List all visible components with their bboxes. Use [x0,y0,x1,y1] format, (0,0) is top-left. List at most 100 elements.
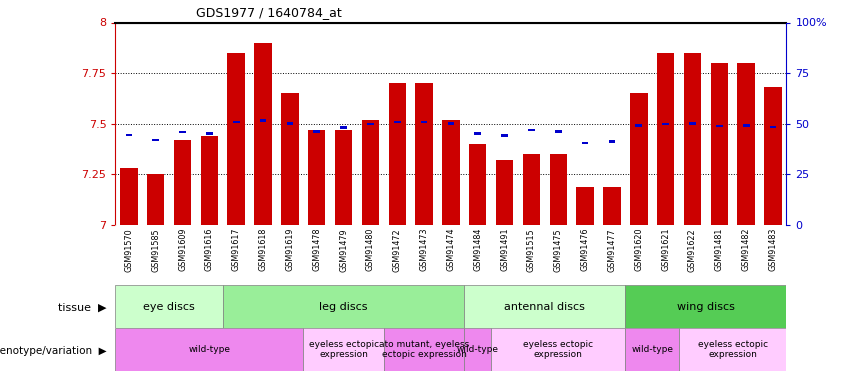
Bar [394,120,401,123]
Text: GSM91515: GSM91515 [527,228,536,272]
Text: GSM91620: GSM91620 [635,228,643,272]
Bar [501,134,508,136]
Text: GSM91619: GSM91619 [286,228,294,272]
Text: GSM91585: GSM91585 [151,228,161,272]
Text: ato mutant, eyeless
ectopic expression: ato mutant, eyeless ectopic expression [379,340,470,359]
Text: GSM91480: GSM91480 [366,228,375,271]
Bar [491,328,625,371]
Text: GSM91483: GSM91483 [768,228,778,271]
Bar [179,130,186,133]
Text: GDS1977 / 1640784_at: GDS1977 / 1640784_at [196,6,342,19]
Bar [421,121,427,123]
Text: eyeless ectopic
expression: eyeless ectopic expression [698,340,768,359]
Bar [549,154,567,225]
Text: wing discs: wing discs [677,302,735,312]
Bar [313,130,320,133]
Bar [442,120,460,225]
Bar [115,285,223,328]
Bar [475,132,481,135]
Bar [657,53,674,225]
Text: GSM91474: GSM91474 [446,228,456,272]
Text: GSM91477: GSM91477 [608,228,616,272]
Text: GSM91609: GSM91609 [178,228,187,272]
Bar [684,53,701,225]
Bar [448,122,454,125]
Bar [662,123,669,125]
Text: eye discs: eye discs [143,302,195,312]
Text: leg discs: leg discs [319,302,368,312]
Bar [115,328,303,371]
Text: GSM91617: GSM91617 [232,228,240,272]
Bar [227,53,245,225]
Bar [201,136,218,225]
Bar [582,142,589,144]
Bar [206,132,213,135]
Text: GSM91473: GSM91473 [419,228,429,272]
Bar [496,160,513,225]
Text: eyeless ectopic
expression: eyeless ectopic expression [523,340,594,359]
Bar [286,122,293,124]
Bar [738,63,755,225]
Bar [576,186,594,225]
Text: GSM91482: GSM91482 [741,228,751,272]
Text: GSM91491: GSM91491 [500,228,510,272]
Bar [147,174,164,225]
Bar [689,122,696,125]
Bar [469,144,486,225]
Text: GSM91479: GSM91479 [339,228,348,272]
Bar [743,124,749,127]
Text: GSM91622: GSM91622 [688,228,697,272]
Bar [635,124,642,127]
Text: wild-type: wild-type [457,345,499,354]
Bar [254,43,272,225]
Bar [233,120,240,123]
Bar [384,328,464,371]
Bar [630,93,648,225]
Bar [153,139,159,141]
Bar [335,130,352,225]
Bar [126,134,132,136]
Bar [223,285,464,328]
Bar [174,140,191,225]
Bar [770,126,776,128]
Bar [716,125,723,127]
Text: tissue  ▶: tissue ▶ [58,303,107,312]
Bar [464,285,625,328]
Bar [625,285,786,328]
Bar [367,123,374,125]
Bar [603,186,621,225]
Text: GSM91472: GSM91472 [392,228,402,272]
Bar [362,120,379,225]
Text: antennal discs: antennal discs [504,302,585,312]
Text: GSM91475: GSM91475 [554,228,562,272]
Text: GSM91476: GSM91476 [581,228,589,272]
Bar [464,328,491,371]
Bar [303,328,384,371]
Bar [608,140,615,142]
Bar [625,328,679,371]
Bar [340,126,347,129]
Bar [555,130,562,133]
Text: wild-type: wild-type [188,345,230,354]
Text: GSM91621: GSM91621 [661,228,670,272]
Bar [308,130,326,225]
Bar [679,328,786,371]
Bar [528,129,535,131]
Bar [416,83,433,225]
Text: GSM91484: GSM91484 [473,228,483,271]
Text: eyeless ectopic
expression: eyeless ectopic expression [308,340,378,359]
Bar [523,154,540,225]
Text: wild-type: wild-type [631,345,674,354]
Text: GSM91478: GSM91478 [312,228,321,272]
Bar [281,93,299,225]
Bar [764,87,782,225]
Bar [120,168,138,225]
Bar [260,120,266,122]
Bar [711,63,728,225]
Bar [389,83,406,225]
Text: GSM91616: GSM91616 [205,228,214,271]
Text: genotype/variation  ▶: genotype/variation ▶ [0,346,107,355]
Text: GSM91618: GSM91618 [259,228,267,271]
Text: GSM91570: GSM91570 [124,228,134,272]
Text: GSM91481: GSM91481 [715,228,724,271]
